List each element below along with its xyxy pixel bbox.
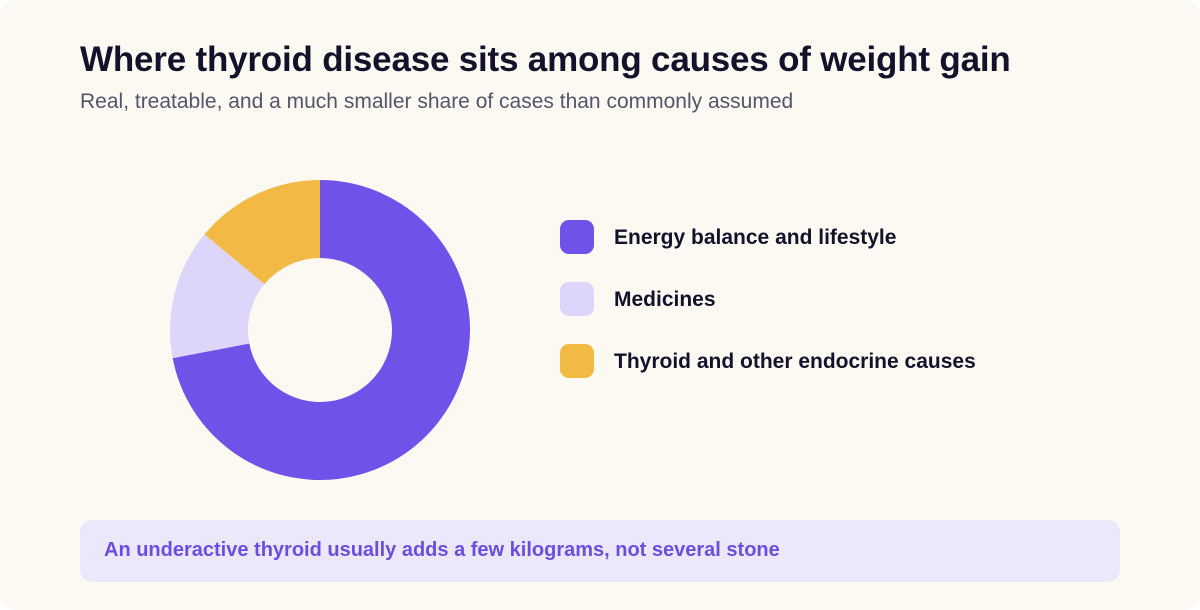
legend-item-medicines: Medicines xyxy=(560,282,1120,316)
legend-label-energy-balance: Energy balance and lifestyle xyxy=(614,226,897,249)
callout-note-text: An underactive thyroid usually adds a fe… xyxy=(104,539,780,561)
callout-note: An underactive thyroid usually adds a fe… xyxy=(80,520,1120,582)
chart-title: Where thyroid disease sits among causes … xyxy=(80,40,1011,79)
legend-item-thyroid: Thyroid and other endocrine causes xyxy=(560,344,1120,378)
donut-slice-energy-balance-and-lifestyle xyxy=(172,180,470,480)
legend-swatch-medicines xyxy=(560,282,594,316)
donut-slice-thyroid-and-other-endocrine-causes xyxy=(204,180,320,285)
legend-item-energy-balance: Energy balance and lifestyle xyxy=(560,220,1120,254)
donut-chart xyxy=(170,180,470,480)
legend: Energy balance and lifestyle Medicines T… xyxy=(560,220,1120,406)
legend-label-medicines: Medicines xyxy=(614,288,716,311)
legend-label-thyroid: Thyroid and other endocrine causes xyxy=(614,350,976,373)
legend-swatch-thyroid xyxy=(560,344,594,378)
chart-subtitle: Real, treatable, and a much smaller shar… xyxy=(80,90,794,113)
legend-swatch-energy-balance xyxy=(560,220,594,254)
donut-slice-medicines xyxy=(170,234,265,359)
